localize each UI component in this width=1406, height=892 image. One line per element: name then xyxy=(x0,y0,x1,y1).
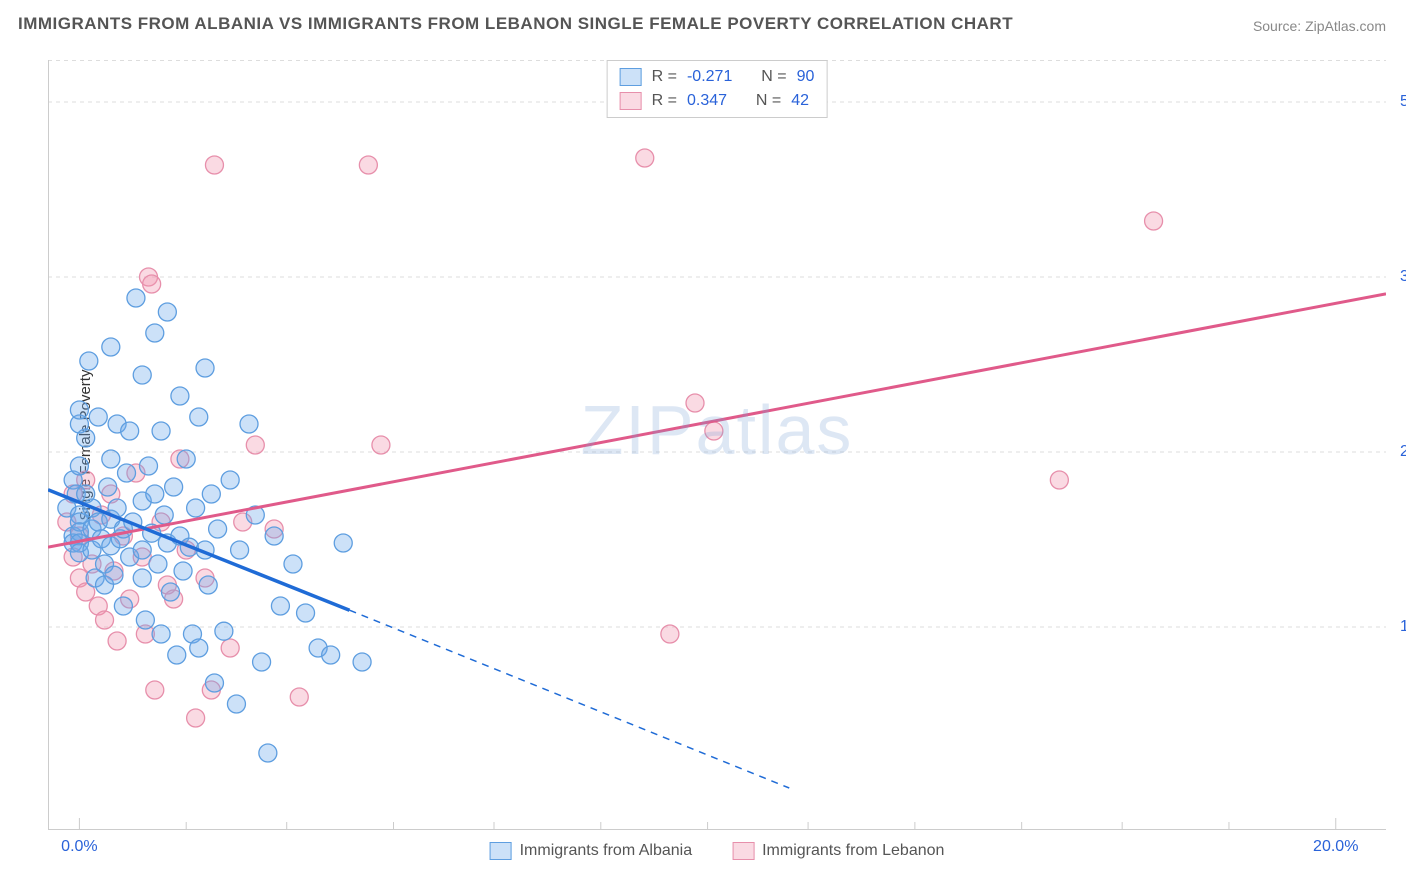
legend-series: Immigrants from Albania Immigrants from … xyxy=(490,842,945,860)
legend-label-albania: Immigrants from Albania xyxy=(520,842,693,860)
legend-swatch-lebanon xyxy=(620,92,642,110)
y-tick-label: 50.0% xyxy=(1390,93,1406,111)
y-tick-label: 25.0% xyxy=(1390,443,1406,461)
r-albania: -0.271 xyxy=(687,65,732,89)
n-lebanon: 42 xyxy=(791,89,809,113)
y-tick-label: 12.5% xyxy=(1390,618,1406,636)
legend-label-lebanon: Immigrants from Lebanon xyxy=(762,842,944,860)
x-tick-label: 20.0% xyxy=(1313,838,1358,856)
x-tick-label: 0.0% xyxy=(61,838,97,856)
chart-svg xyxy=(48,60,1386,830)
legend-stats: R = -0.271 N = 90 R = 0.347 N = 42 xyxy=(607,60,828,118)
chart-area: Single Female Poverty ZIPatlas R = -0.27… xyxy=(48,60,1386,830)
source-label: Source: ZipAtlas.com xyxy=(1253,18,1386,34)
y-tick-label: 37.5% xyxy=(1390,268,1406,286)
n-albania: 90 xyxy=(797,65,815,89)
r-lebanon: 0.347 xyxy=(687,89,727,113)
legend-swatch-lebanon-2 xyxy=(732,842,754,860)
legend-swatch-albania-2 xyxy=(490,842,512,860)
legend-swatch-albania xyxy=(620,68,642,86)
chart-title: IMMIGRANTS FROM ALBANIA VS IMMIGRANTS FR… xyxy=(18,14,1013,34)
